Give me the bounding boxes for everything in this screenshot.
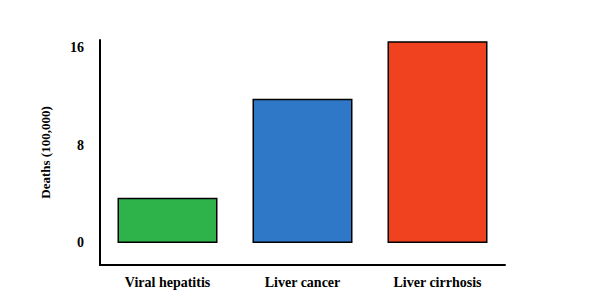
svg-text:Viral hepatitis: Viral hepatitis [125, 275, 211, 290]
svg-text:Liver cirrhosis: Liver cirrhosis [393, 275, 482, 290]
svg-text:0: 0 [77, 235, 84, 250]
svg-text:8: 8 [77, 138, 84, 153]
svg-text:Deaths (100,000): Deaths (100,000) [38, 106, 53, 198]
svg-text:Liver cancer: Liver cancer [265, 275, 341, 290]
svg-text:16: 16 [70, 40, 84, 55]
